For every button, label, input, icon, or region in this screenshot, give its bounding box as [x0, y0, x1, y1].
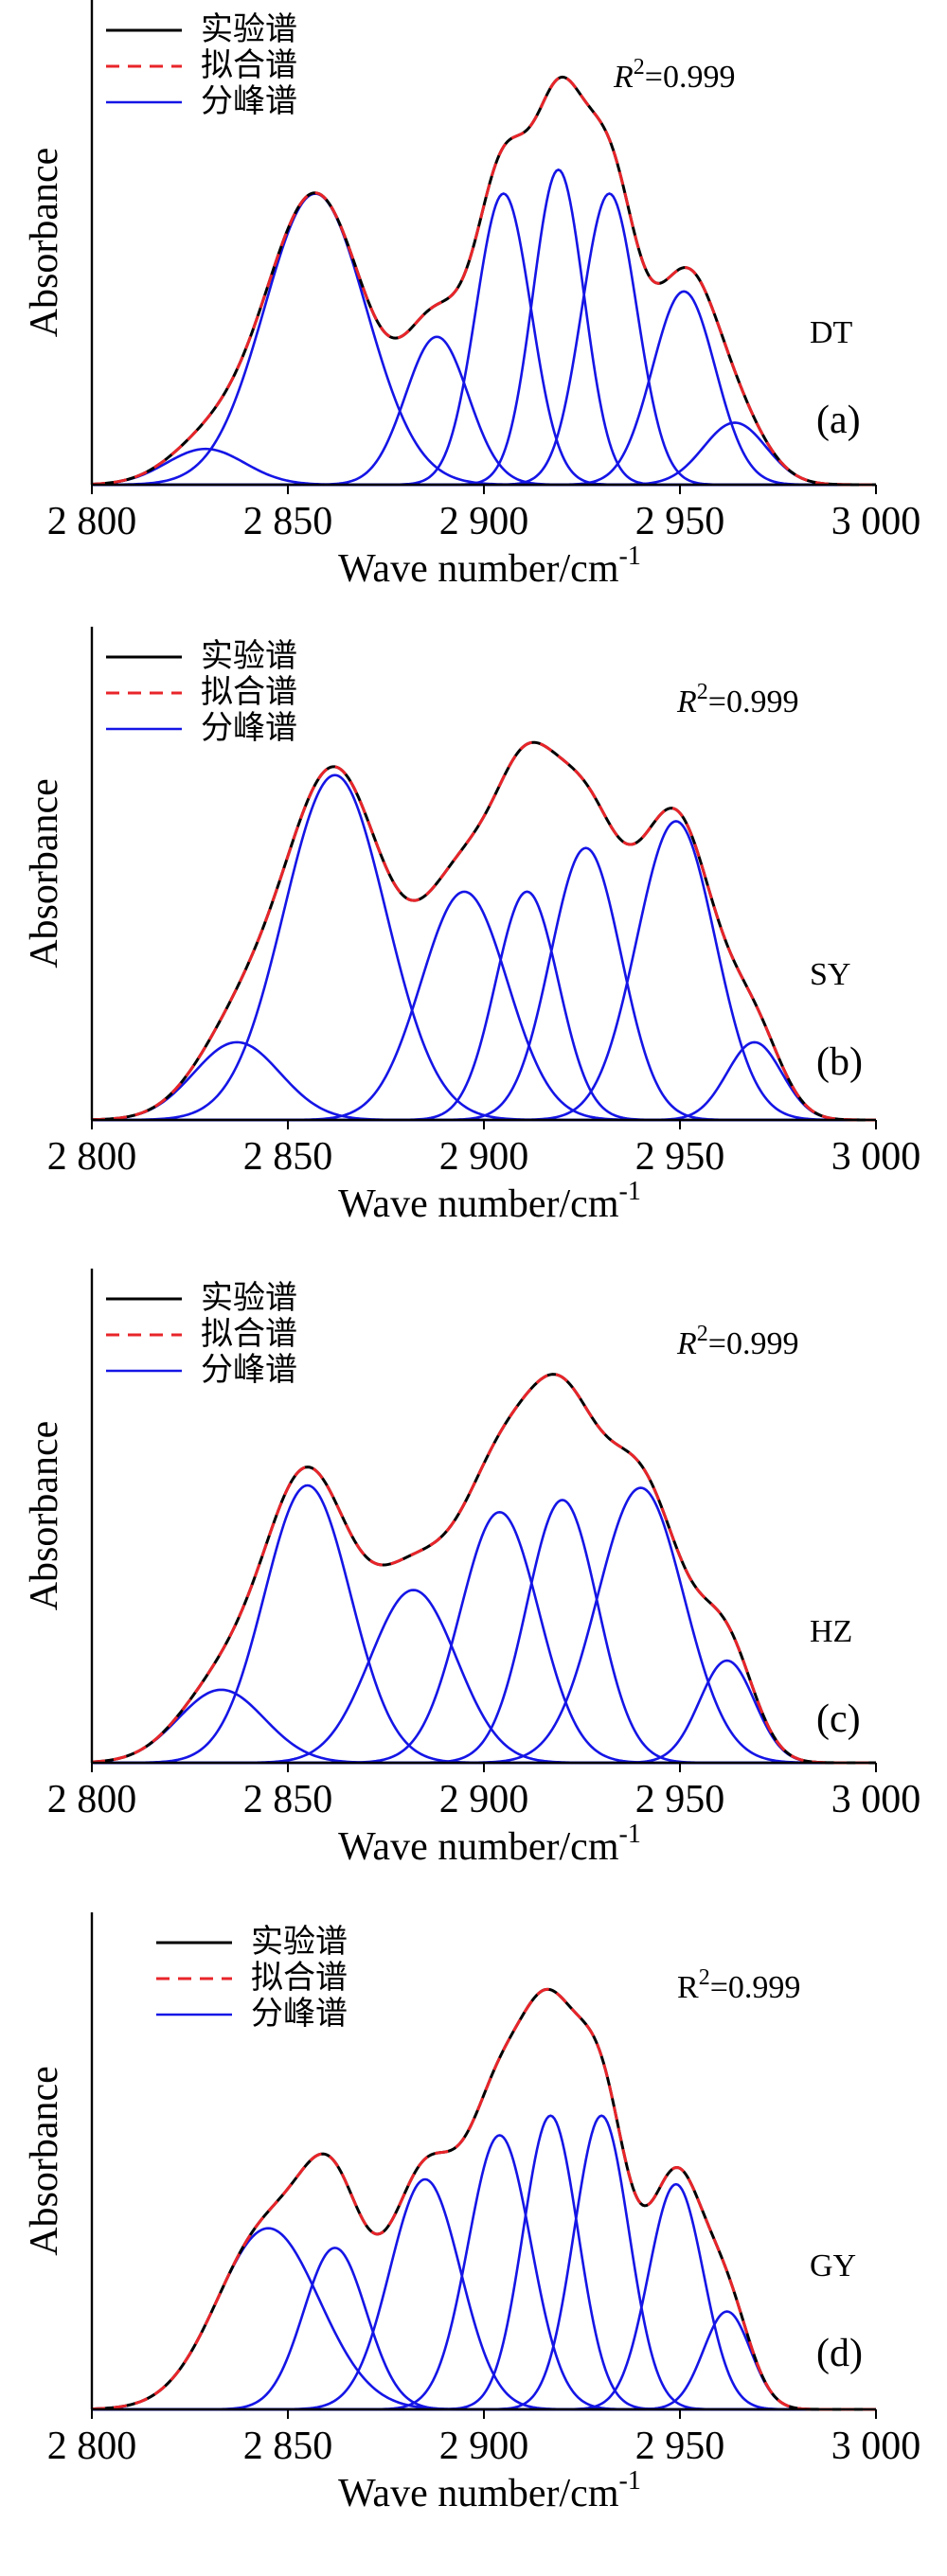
x-tick-label: 2 950: [635, 1135, 725, 1179]
peak-curve-2: [92, 2247, 876, 2411]
panel-label: (d): [816, 2332, 863, 2375]
x-tick-label: 3 000: [831, 500, 921, 543]
panel-label: (a): [816, 399, 861, 442]
x-tick-label: 2 800: [47, 1135, 137, 1179]
peak-curve-7: [92, 1040, 876, 1122]
peak-curve-2: [92, 773, 876, 1122]
peak-curve-4: [92, 192, 876, 487]
experimental-spectrum-line: [92, 1987, 876, 2411]
peak-curve-1: [92, 1040, 876, 1122]
legend-experimental-label: 实验谱: [201, 1279, 297, 1317]
x-axis-label: Wave number/cm-1: [338, 542, 641, 591]
r-squared-annotation: R2=0.999: [613, 55, 735, 95]
legend-experimental-label: 实验谱: [201, 10, 297, 48]
r-squared-annotation: R2=0.999: [676, 680, 798, 720]
x-axis-label: Wave number/cm-1: [338, 2466, 641, 2515]
fitted-spectrum-line: [92, 1373, 876, 1765]
x-tick-label: 2 850: [243, 1135, 333, 1179]
x-tick-label: 2 900: [439, 1778, 529, 1821]
legend-fitted-label: 拟合谱: [201, 673, 297, 711]
y-axis-label: Absorbance: [23, 1421, 66, 1611]
peak-curve-3: [92, 335, 876, 487]
x-tick-label: 3 000: [831, 1135, 921, 1179]
legend-experimental-label: 实验谱: [201, 637, 297, 675]
legend-fitted-label: 拟合谱: [201, 46, 297, 84]
peak-curve-5: [92, 846, 876, 1122]
legend-peaks-label: 分峰谱: [201, 709, 297, 747]
x-tick-label: 2 950: [635, 2425, 725, 2468]
x-axis-label: Wave number/cm-1: [338, 1820, 641, 1869]
x-tick-label: 2 900: [439, 1135, 529, 1179]
peak-curve-8: [92, 421, 876, 487]
fitted-spectrum-line: [92, 75, 876, 487]
peak-curve-7: [92, 290, 876, 487]
sample-name-label: GY: [810, 2248, 856, 2283]
x-tick-label: 2 950: [635, 500, 725, 543]
x-tick-label: 2 950: [635, 1778, 725, 1821]
x-tick-label: 2 850: [243, 1778, 333, 1821]
curves: [92, 1373, 876, 1765]
peak-curve-4: [92, 1510, 876, 1765]
x-tick-label: 2 800: [47, 1778, 137, 1821]
x-tick-label: 2 850: [243, 500, 333, 543]
peak-curve-3: [92, 2177, 876, 2411]
r-squared-annotation: R2=0.999: [677, 1965, 800, 2005]
sample-name-label: SY: [810, 957, 850, 992]
chart-panel-3: 2 800 2 850 2 900 2 950 3 000 Wave number/cm-…: [23, 1269, 920, 1869]
curves: [92, 740, 876, 1122]
peak-curve-7: [92, 1659, 876, 1765]
x-tick-label: 2 900: [439, 500, 529, 543]
curves: [92, 1987, 876, 2411]
fitted-spectrum-line: [92, 740, 876, 1122]
x-tick-label: 2 850: [243, 2425, 333, 2468]
x-tick-label: 3 000: [831, 2425, 921, 2468]
chart-panel-4: 2 800 2 850 2 900 2 950 3 000 Wave number/cm-…: [23, 1912, 920, 2515]
peak-curve-7: [92, 2182, 876, 2411]
legend-peaks-label: 分峰谱: [251, 1995, 348, 2033]
y-axis-label: Absorbance: [23, 778, 66, 968]
panel-label: (c): [816, 1697, 861, 1741]
peak-curve-6: [92, 192, 876, 487]
y-axis-label: Absorbance: [23, 148, 66, 338]
x-axis-label: Wave number/cm-1: [338, 1177, 641, 1226]
y-axis-label: Absorbance: [23, 2066, 66, 2256]
legend-experimental-label: 实验谱: [251, 1923, 348, 1961]
sample-name-label: DT: [810, 315, 853, 350]
x-tick-label: 2 800: [47, 500, 137, 543]
fitted-spectrum-line: [92, 1987, 876, 2411]
peak-curve-2: [92, 1483, 876, 1765]
x-tick-label: 2 900: [439, 2425, 529, 2468]
peak-curve-2: [92, 192, 876, 487]
legend-peaks-label: 分峰谱: [201, 82, 297, 120]
legend-fitted-label: 拟合谱: [251, 1959, 348, 1997]
chart-panel-1: 2 800 2 850 2 900 2 950 3 000 Wave number/cm-…: [23, 0, 920, 591]
peak-curve-6: [92, 820, 876, 1122]
curves: [92, 75, 876, 487]
peak-curve-5: [92, 1499, 876, 1765]
experimental-spectrum-line: [92, 740, 876, 1122]
r-squared-annotation: R2=0.999: [676, 1322, 798, 1361]
panel-label: (b): [816, 1040, 863, 1084]
x-tick-label: 3 000: [831, 1778, 921, 1821]
x-tick-label: 2 800: [47, 2425, 137, 2468]
peak-curve-3: [92, 1589, 876, 1765]
sample-name-label: HZ: [810, 1614, 852, 1649]
legend-peaks-label: 分峰谱: [201, 1351, 297, 1389]
legend-fitted-label: 拟合谱: [201, 1315, 297, 1353]
chart-panel-2: 2 800 2 850 2 900 2 950 3 000 Wave number/cm-…: [23, 627, 920, 1226]
